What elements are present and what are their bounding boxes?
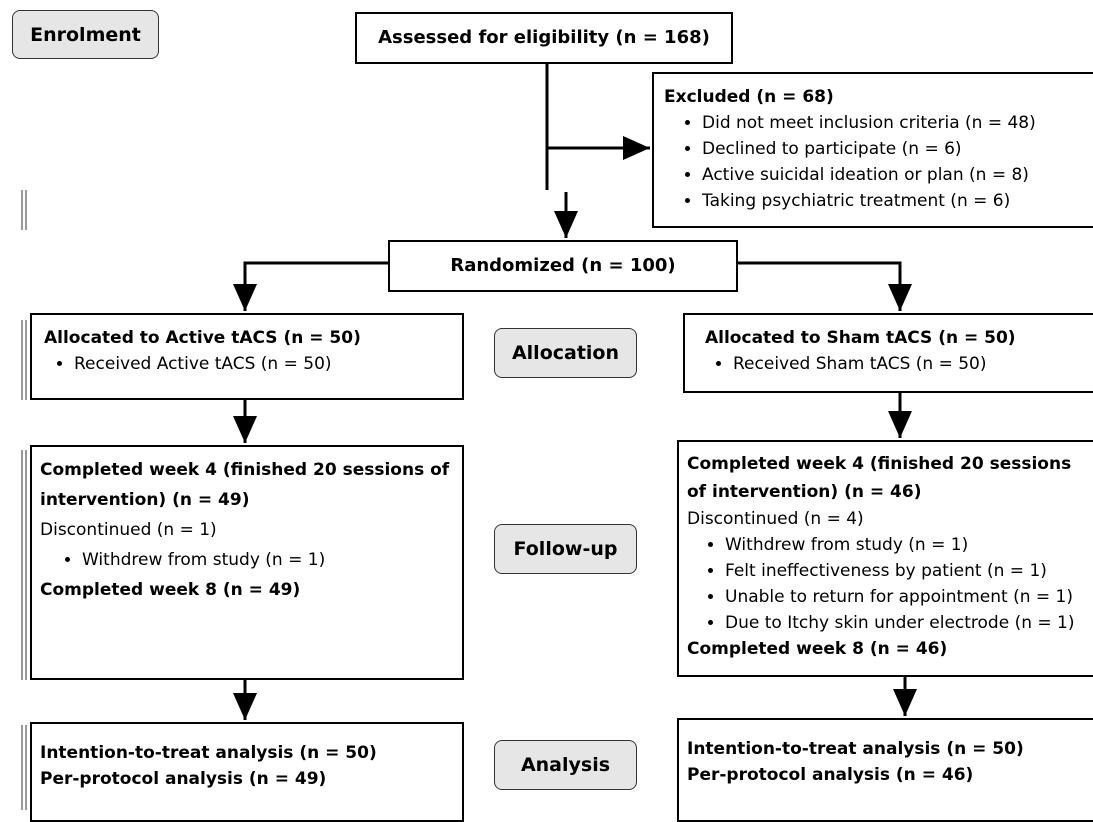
box-text: Intention-to-treat analysis (n = 50) (687, 739, 1024, 759)
box-text: Discontinued (n = 1) (40, 520, 217, 540)
list-item: Unable to return for appointment (n = 1) (725, 584, 1093, 610)
list: Withdrew from study (n = 1) Felt ineffec… (687, 532, 1093, 636)
list: Withdrew from study (n = 1) (40, 545, 450, 575)
active-analysis-box: Intention-to-treat analysis (n = 50) Per… (30, 722, 464, 822)
excluded-box: Excluded (n = 68) Did not meet inclusion… (652, 72, 1093, 228)
section-label: Follow-up (494, 524, 637, 574)
sham-followup-box: Completed week 4 (finished 20 sessions o… (677, 440, 1093, 677)
list: Received Sham tACS (n = 50) (705, 351, 1093, 377)
box-text: Per-protocol analysis (n = 46) (687, 765, 974, 785)
list-item: Felt ineffectiveness by patient (n = 1) (725, 558, 1093, 584)
section-label: Allocation (494, 328, 637, 378)
list-item: Withdrew from study (n = 1) (725, 532, 1093, 558)
list-item: Declined to participate (n = 6) (702, 136, 1093, 162)
box-text: Completed week 4 (finished 20 sessions o… (687, 454, 1072, 502)
box-text: Assessed for eligibility (n = 168) (378, 27, 710, 48)
box-text: Intention-to-treat analysis (n = 50) (40, 743, 377, 763)
active-allocation-box: Allocated to Active tACS (n = 50) Receiv… (30, 313, 464, 400)
list-item: Withdrew from study (n = 1) (82, 545, 450, 575)
box-text: Randomized (n = 100) (450, 255, 676, 276)
sham-analysis-box: Intention-to-treat analysis (n = 50) Per… (677, 718, 1093, 822)
randomized-box: Randomized (n = 100) (388, 240, 738, 292)
list-item: Due to Itchy skin under electrode (n = 1… (725, 610, 1093, 636)
box-text: Discontinued (n = 4) (687, 509, 864, 529)
active-followup-box: Completed week 4 (finished 20 sessions o… (30, 445, 464, 680)
box-text: Completed week 8 (n = 49) (40, 580, 301, 600)
list: Did not meet inclusion criteria (n = 48)… (664, 110, 1093, 214)
section-label: Enrolment (12, 10, 159, 59)
section-label: Analysis (494, 740, 637, 790)
list: Received Active tACS (n = 50) (44, 351, 462, 377)
arrow (738, 261, 912, 311)
list-item: Received Sham tACS (n = 50) (733, 351, 1093, 377)
box-title: Excluded (n = 68) (664, 87, 834, 107)
box-title: Allocated to Sham tACS (n = 50) (705, 328, 1016, 348)
arrow (233, 261, 388, 311)
list-item: Active suicidal ideation or plan (n = 8) (702, 162, 1093, 188)
list-item: Taking psychiatric treatment (n = 6) (702, 188, 1093, 214)
box-title: Allocated to Active tACS (n = 50) (44, 328, 361, 348)
list-item: Did not meet inclusion criteria (n = 48) (702, 110, 1093, 136)
box-text: Per-protocol analysis (n = 49) (40, 769, 327, 789)
box-text: Completed week 4 (finished 20 sessions o… (40, 460, 450, 510)
box-text: Completed week 8 (n = 46) (687, 639, 948, 659)
list-item: Received Active tACS (n = 50) (74, 351, 462, 377)
assessed-box: Assessed for eligibility (n = 168) (355, 12, 733, 64)
sham-allocation-box: Allocated to Sham tACS (n = 50) Received… (683, 313, 1093, 393)
